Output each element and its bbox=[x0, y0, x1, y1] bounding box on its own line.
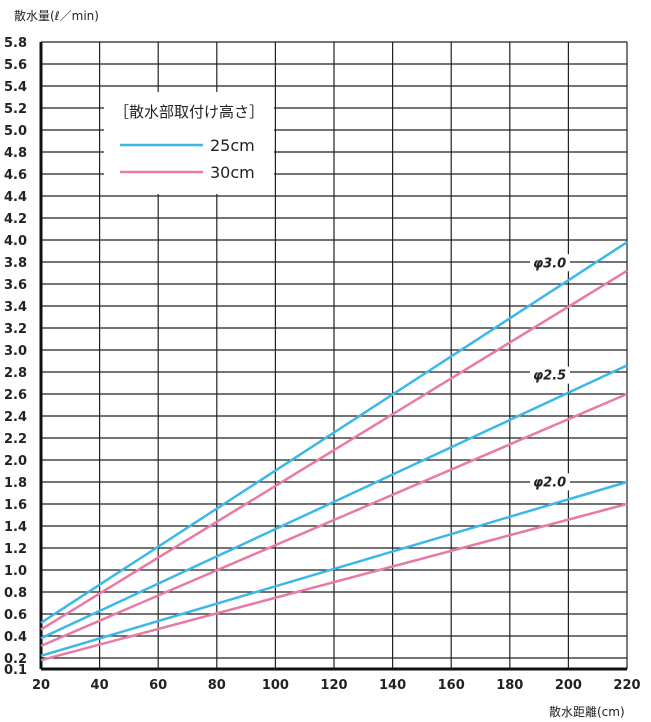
y-tick-label: 4.2 bbox=[4, 212, 27, 227]
x-tick-label: 220 bbox=[613, 678, 640, 693]
tick-labels: 20 40 60 80 100 120 140 160 180 200 220 0.10.2 0.4 0.… bbox=[4, 36, 641, 693]
y-tick-label: 5.4 bbox=[4, 80, 27, 95]
y-tick-label: 0.6 bbox=[4, 608, 27, 623]
y-tick-label: 0.8 bbox=[4, 586, 27, 601]
y-tick-label: 0.1 bbox=[4, 663, 27, 678]
y-tick-label: 5.0 bbox=[4, 124, 27, 139]
annotations: φ3.0 φ2.5 φ2.0 bbox=[530, 254, 570, 491]
y-tick-label: 3.0 bbox=[4, 344, 27, 359]
y-tick-label: 4.4 bbox=[4, 190, 27, 205]
y-tick-label: 0.2 bbox=[4, 652, 27, 667]
legend: ［散水部取付け高さ］ 25cm 30cm bbox=[104, 92, 274, 194]
y-tick-label: 1.0 bbox=[4, 564, 27, 579]
x-tick-label: 100 bbox=[262, 678, 289, 693]
y-tick-label: 2.0 bbox=[4, 454, 27, 469]
x-tick-label: 200 bbox=[555, 678, 582, 693]
y-tick-label: 5.8 bbox=[4, 36, 27, 51]
annotation-bg bbox=[530, 254, 570, 272]
y-tick-label: 2.6 bbox=[4, 388, 27, 403]
x-tick-label: 120 bbox=[320, 678, 347, 693]
x-tick-label: 80 bbox=[208, 678, 226, 693]
axes bbox=[39, 42, 627, 671]
x-axis-title: 散水距離(cm) bbox=[549, 704, 625, 719]
x-tick-label: 140 bbox=[379, 678, 406, 693]
annotation-bg bbox=[530, 366, 570, 384]
legend-title: ［散水部取付け高さ］ bbox=[114, 103, 264, 121]
series-lines bbox=[40, 241, 628, 662]
y-tick-label: 2.8 bbox=[4, 366, 27, 381]
x-tick-label: 180 bbox=[496, 678, 523, 693]
y-tick-label: 1.4 bbox=[4, 520, 27, 535]
annotation-label: φ2.0 bbox=[533, 475, 566, 490]
x-tick-label: 20 bbox=[32, 678, 50, 693]
series-line-phi2.0-30cm bbox=[40, 502, 628, 662]
y-tick-label: 4.8 bbox=[4, 146, 27, 161]
y-tick-label: 3.6 bbox=[4, 278, 27, 293]
y-tick-label: 1.2 bbox=[4, 542, 27, 557]
y-tick-label: 2.2 bbox=[4, 432, 27, 447]
y-tick-label: 3.8 bbox=[4, 256, 27, 271]
series-line-phi3.0-30cm bbox=[40, 269, 628, 631]
legend-box bbox=[104, 92, 274, 194]
legend-label-30cm: 30cm bbox=[210, 163, 255, 182]
y-tick-label: 5.2 bbox=[4, 102, 27, 117]
legend-label-25cm: 25cm bbox=[210, 136, 255, 155]
y-tick-label: 3.4 bbox=[4, 300, 27, 315]
y-axis-title: 散水量(ℓ／min) bbox=[14, 8, 99, 23]
x-tick-label: 60 bbox=[149, 678, 167, 693]
y-tick-label: 1.6 bbox=[4, 498, 27, 513]
annotation-bg bbox=[530, 473, 570, 491]
series-line-phi3.0-25cm bbox=[40, 241, 628, 624]
x-tick-label: 40 bbox=[91, 678, 109, 693]
annotation-label: φ3.0 bbox=[533, 256, 566, 271]
annotation-label: φ2.5 bbox=[533, 369, 566, 384]
y-tick-label: 3.2 bbox=[4, 322, 27, 337]
y-tick-label: 4.0 bbox=[4, 234, 27, 249]
y-tick-label: 2.4 bbox=[4, 410, 27, 425]
series-line-phi2.0-25cm bbox=[40, 480, 628, 657]
y-tick-label: 4.6 bbox=[4, 168, 27, 183]
series-line-phi2.5-30cm bbox=[40, 392, 628, 648]
y-tick-label: 1.8 bbox=[4, 476, 27, 491]
series-line-phi2.5-25cm bbox=[40, 364, 628, 640]
y-tick-label: 0.4 bbox=[4, 630, 27, 645]
x-tick-label: 160 bbox=[438, 678, 465, 693]
y-tick-label: 5.6 bbox=[4, 58, 27, 73]
